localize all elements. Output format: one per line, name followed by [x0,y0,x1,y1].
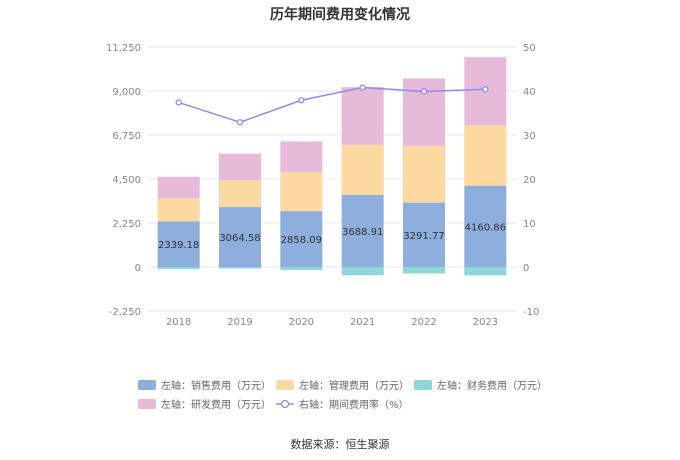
bar-segment [341,194,384,267]
line-point [175,99,182,106]
legend-label: 右轴：期间费用率（%） [299,398,409,411]
bar-segment [464,185,507,267]
y-right-tick-label: 20 [523,175,536,186]
bar-segment [403,267,445,274]
bar-segment [157,221,200,267]
y-right-tick-label: -10 [523,307,539,318]
data-label: 4160.86 [465,222,506,233]
line-point [298,97,305,104]
bar-segment [219,267,261,269]
bar-segment [280,171,323,212]
bar-segment [219,180,261,208]
legend-swatch [276,380,294,390]
line-point [482,86,489,93]
legend-label: 左轴：销售费用（万元） [161,379,271,392]
bar-segment [341,267,384,276]
legend-swatch [138,399,156,409]
line-point [236,119,244,126]
data-label: 3291.77 [403,231,444,242]
bar-segment [157,176,200,199]
bar-segment [157,198,200,222]
y-right-tick-label: 10 [523,219,536,230]
y-left-tick-label: 6,750 [112,131,141,142]
bar-segment [280,267,323,270]
bar-segment [219,207,261,267]
y-right-tick-label: 40 [523,87,536,98]
legend-swatch [138,380,156,390]
bar-segment [280,141,323,172]
y-right-tick-label: 30 [523,131,536,142]
data-label: 3064.58 [219,233,260,244]
bar-segment [280,211,323,267]
y-right-tick-label: 0 [523,263,529,274]
legend-label: 左轴：财务费用（万元） [437,379,547,392]
y-left-tick-label: -2,250 [109,307,141,318]
y-left-tick-label: 11,250 [106,43,141,54]
x-tick-label: 2019 [227,317,252,328]
legend-swatch [280,399,290,409]
data-source: 数据来源：恒生聚源 [290,438,390,451]
bar-segment [341,144,384,195]
y-left-tick-label: 0 [135,263,141,274]
y-left-tick-label: 9,000 [112,87,141,98]
y-left-tick-label: 4,500 [112,175,141,186]
bar-segment [403,202,445,267]
line-series [178,86,486,124]
x-tick-label: 2022 [411,317,436,328]
x-tick-label: 2020 [289,317,314,328]
legend-label: 左轴：研发费用（万元） [161,398,271,411]
data-label: 3688.91 [342,227,383,238]
line-point [420,88,428,95]
line-point [359,84,366,91]
chart-title: 历年期间费用变化情况 [270,7,410,23]
legend-label: 左轴：管理费用（万元） [299,379,409,392]
bar-segment [464,125,507,186]
y-right-tick-label: 50 [523,43,536,54]
x-tick-label: 2023 [473,317,498,328]
bar-segment [157,267,200,270]
data-label: 2858.09 [281,235,322,246]
x-tick-label: 2018 [166,317,191,328]
x-tick-label: 2021 [350,317,375,328]
bar-segment [341,87,384,145]
bar-segment [403,145,445,203]
data-label: 2339.18 [158,240,199,251]
legend-swatch [414,380,432,390]
y-left-tick-label: 2,250 [112,219,141,230]
bar-segment [464,267,507,276]
bar-segment [219,153,261,181]
